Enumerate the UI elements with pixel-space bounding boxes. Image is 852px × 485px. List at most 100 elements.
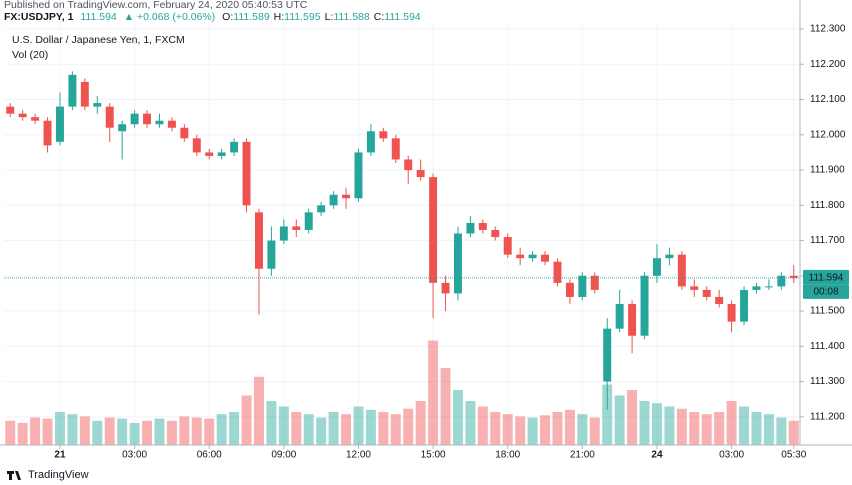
volume-bar [739,406,750,445]
candle-body [93,103,102,107]
ohlc-label: H: [273,11,285,23]
x-tick-label: 05:30 [781,450,806,461]
volume-bar [104,417,115,445]
y-tick-label: 111.500 [810,306,845,317]
volume-bar [179,416,190,445]
volume-bar [788,420,799,445]
candle-body [652,258,661,276]
candle-body [740,289,749,322]
candle-body [491,229,500,238]
volume-bar [502,414,513,445]
x-tick-label: 03:00 [719,450,744,461]
volume-bar [540,415,551,445]
volume-bar [477,406,488,445]
candle-body [167,120,176,128]
volume-bar [328,412,339,445]
volume-bar [714,412,725,445]
candle-body [242,141,251,206]
volume-bar [204,418,215,445]
candle-body [267,240,276,269]
volume-bar [191,417,202,445]
volume-bar [564,409,575,445]
volume-bar [166,420,177,445]
volume-bar [67,414,78,445]
volume-bar [266,401,277,445]
ohlc-value: 111.595 [284,11,321,23]
candle-body [31,117,40,121]
volume-bar [515,416,526,445]
volume-bar [5,420,16,445]
volume-bar [639,401,650,445]
volume-bar [614,395,625,445]
candle-body [105,106,114,128]
candle-body [366,131,375,153]
candle-body [68,74,77,107]
countdown-box [803,284,849,299]
volume-bar [117,418,128,445]
volume-bar [465,401,476,445]
chart-title: U.S. Dollar / Japanese Yen, 1, FXCM [12,34,185,46]
volume-bar [440,368,451,445]
ohlc: O:111.589 H:111.595 L:111.588 C:111.594 [218,11,420,23]
candle-body [180,127,189,139]
brand: TradingView [28,469,89,481]
candle-body [118,124,127,132]
volume-bar [241,395,252,445]
legend: U.S. Dollar / Japanese Yen, 1, FXCM Vol … [12,33,185,63]
volume-bar [42,418,53,445]
y-tick-label: 111.200 [810,411,845,422]
volume-bar [577,414,588,445]
volume-bar [763,414,774,445]
x-tick-label: 18:00 [495,450,520,461]
candle-body [702,289,711,297]
candle-body [777,275,786,287]
volume-bar [589,417,600,445]
volume-bar [142,420,153,445]
volume-bar [651,403,662,445]
candle-body [478,222,487,230]
candle-body [429,177,438,283]
volume-bar [92,420,103,445]
x-tick-label: 15:00 [421,450,446,461]
x-tick-label: 03:00 [122,450,147,461]
volume-bar [54,412,65,445]
candle-body [677,254,686,287]
volume-bar [701,414,712,445]
volume-bar [278,406,289,445]
candle-body [404,159,413,171]
candle-body [329,194,338,206]
volume-bar [552,412,563,445]
volume-bar [428,340,439,445]
ohlc-value: 111.589 [233,11,270,23]
y-tick-label: 112.300 [810,24,846,35]
volume-bar [403,408,414,445]
candle-body [541,254,550,262]
volume-bar [627,390,638,445]
candle-body [690,286,699,290]
ohlc-value: 111.588 [333,11,370,23]
published-note: Published on TradingView.com, February 2… [4,0,308,11]
candle-body [130,113,139,125]
volume-bar [129,423,140,445]
candle-body [354,152,363,199]
candle-body [55,106,64,142]
footer: TradingView [6,469,89,481]
candle-body [578,275,587,297]
y-tick-label: 111.400 [810,341,845,352]
candle-body [715,296,724,304]
volume-bar [676,408,687,445]
candle-body [764,286,773,288]
candle-body [453,233,462,294]
candle-body [752,286,761,290]
volume-bar [316,417,327,445]
volume-bar [452,390,463,445]
ohlc-label: C: [373,11,385,23]
last-price: 111.594 [80,11,117,23]
change: ▲ +0.068 (+0.06%) [123,11,216,23]
candle-body [727,304,736,322]
x-tick-label: 06:00 [197,450,222,461]
candle-body [379,131,388,139]
volume-bar [341,414,352,445]
candle-body [143,113,152,125]
